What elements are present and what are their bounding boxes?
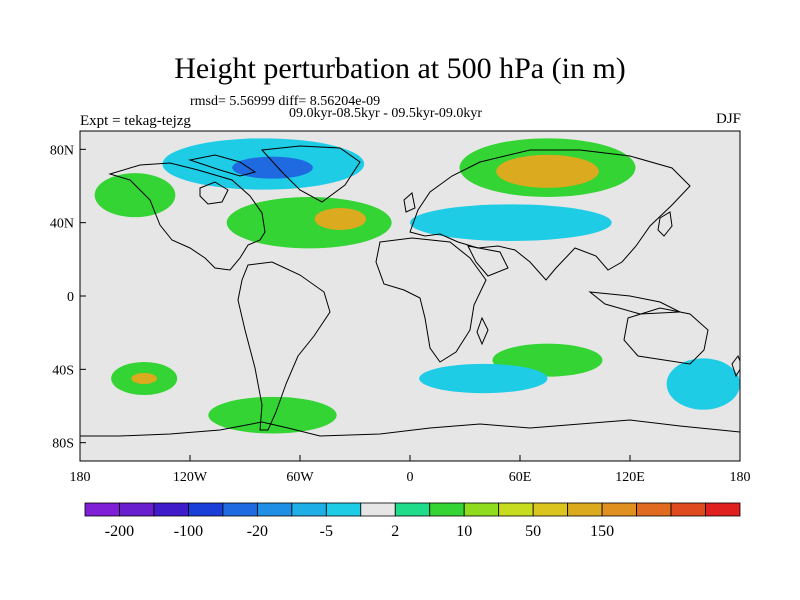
colorbar-swatch [256,502,293,517]
plot-title: Height perturbation at 500 hPa (in m) [174,52,626,85]
lon-tick-label: 120E [615,470,645,485]
hudson-bay-coast [199,181,229,205]
contour-south-pacific-core [131,373,158,384]
australia-coast [623,307,709,365]
periods-line: 09.0kyr-08.5kyr - 09.5kyr-09.0kyr [289,106,483,121]
colorbar-label: 2 [391,523,399,540]
arabia-coast [467,245,509,277]
contour-south-atlantic-positive [208,396,337,434]
greenland-coast [260,145,361,203]
stats-line: rmsd= 5.56999 diff= 8.56204e-09 [190,94,381,109]
colorbar-swatch [429,502,465,517]
south-america-coast [237,261,331,431]
madagascar-coast [476,316,489,346]
africa-coast [375,237,487,363]
latitude-axis: 80N 40N 0 40S 80S [50,143,86,452]
colorbar-swatch [119,502,155,517]
colorbar-swatch [567,502,603,517]
contour-siberia-core [496,154,599,188]
coastlines [80,145,740,437]
lon-tick-label: 180 [70,470,91,485]
new-zealand-coast [731,354,740,378]
colorbar-swatch [84,502,120,517]
colorbar-label: -100 [174,523,203,540]
colorbar-label: -5 [320,523,333,540]
colorbar-swatch [463,502,500,517]
lat-tick-label: 40N [50,217,74,232]
lon-tick-label: 60W [286,470,314,485]
map-background [80,131,740,461]
season-label: DJF [715,111,741,127]
lat-tick-label: 80N [50,143,74,158]
contour-australia-south-negative [666,358,740,410]
colorbar: -200 -100 -20 -5 2 10 50 150 [84,502,741,540]
colorbar-label: -20 [247,523,268,540]
colorbar-swatch [325,502,362,517]
colorbar-label: 10 [456,523,472,540]
colorbar-swatch [153,502,189,517]
lat-tick-label: 80S [52,437,74,452]
lon-tick-label: 60E [509,470,532,485]
colorbar-swatch [636,502,672,517]
antarctica-coast [80,419,740,437]
colorbar-label: -200 [105,523,134,540]
eurasia-coast [409,149,691,281]
colorbar-label: 50 [525,523,541,540]
contour-north-atlantic-positive [226,197,392,249]
contour-north-atlantic-core [314,208,367,230]
longitude-axis: 180 120W 60W 0 60E 120E 180 [70,455,751,485]
colorbar-swatch [394,502,431,517]
north-america-coast [108,162,266,271]
contour-southern-ocean-negative [419,363,548,394]
colorbar-swatch [532,502,569,517]
contour-north-pacific-positive [94,173,176,218]
colorbar-swatch [498,502,534,517]
colorbar-swatch [705,502,741,517]
japan-coast [657,211,673,237]
britain-coast [403,192,416,213]
lon-tick-label: 180 [730,470,751,485]
lon-tick-label: 0 [407,470,414,485]
colorbar-swatch [188,502,224,517]
colorbar-swatch [222,502,258,517]
arctic-islands-coast [188,154,257,177]
colorbar-swatch [670,502,706,517]
colorbar-label: 150 [590,523,614,540]
experiment-label: Expt = tekag-tejzg [80,113,191,129]
lat-tick-label: 0 [67,290,74,305]
contour-eurasia-negative [410,204,612,242]
colorbar-swatch [291,502,327,517]
lon-tick-label: 120W [173,470,208,485]
lat-tick-label: 40S [52,363,74,378]
colorbar-swatch [360,502,396,517]
colorbar-swatch [601,502,637,517]
